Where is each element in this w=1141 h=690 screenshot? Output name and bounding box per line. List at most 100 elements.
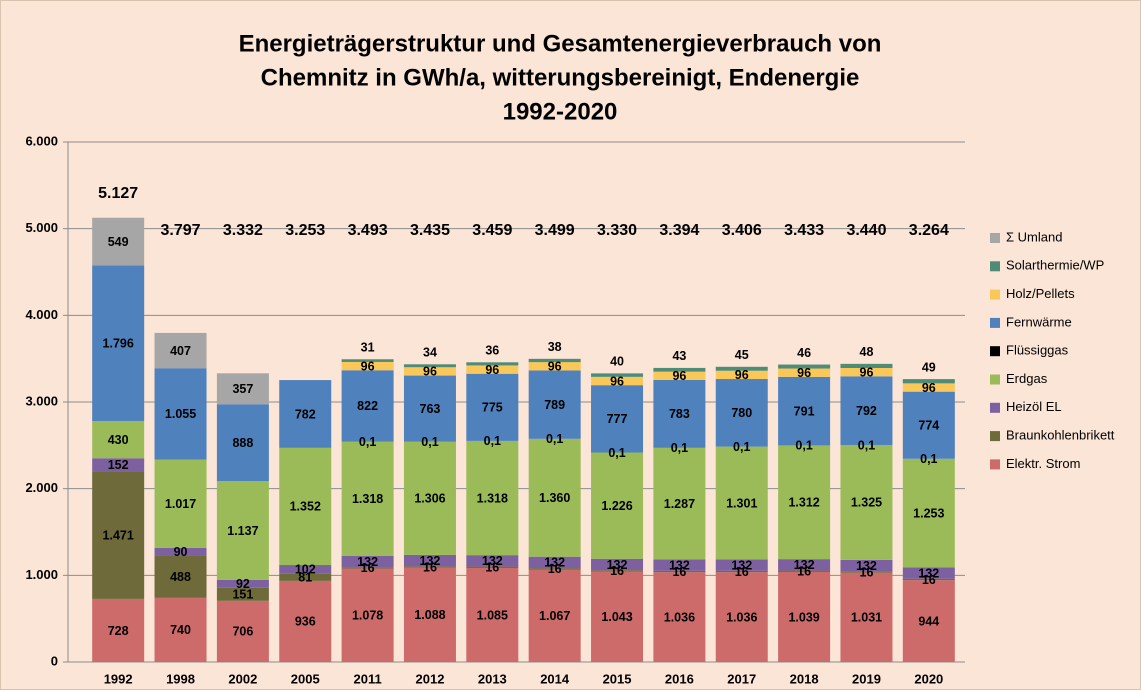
bar-segment [653, 559, 706, 571]
y-tick-label: 5.000 [25, 220, 58, 235]
data-label: 96 [548, 360, 562, 374]
data-label: 1.036 [726, 610, 757, 624]
bar-segment [279, 447, 332, 566]
bar-segment [403, 364, 456, 368]
bar-segment [216, 404, 269, 482]
data-label: 1.226 [601, 499, 632, 513]
data-label: 763 [420, 402, 441, 416]
data-label: 16 [423, 560, 437, 574]
legend-label: Elektr. Strom [1006, 456, 1080, 471]
bar-segment [92, 217, 145, 266]
bar-segment [341, 555, 394, 568]
total-label: 3.459 [472, 222, 512, 239]
bar-segment [341, 441, 394, 556]
data-label: 45 [735, 348, 749, 362]
data-label: 1.301 [726, 496, 757, 510]
data-label: 96 [485, 363, 499, 377]
bar-segment [466, 566, 519, 568]
y-tick-label: 3.000 [25, 393, 58, 408]
data-label: 132 [482, 554, 503, 568]
data-label: 1.312 [788, 496, 819, 510]
legend-label: Σ Umland [1006, 229, 1062, 244]
total-label: 3.435 [410, 222, 450, 239]
data-label: 132 [731, 558, 752, 572]
bar-segment [778, 368, 831, 377]
bar-segment [466, 362, 519, 366]
data-label: 16 [735, 565, 749, 579]
data-label: 96 [922, 381, 936, 395]
data-label: 16 [672, 565, 686, 579]
bar-segment [154, 368, 207, 460]
data-label: 1.318 [352, 492, 383, 506]
data-label: 549 [108, 235, 129, 249]
bar-segment [216, 481, 269, 580]
bar-segment [778, 364, 831, 369]
legend-swatch [990, 289, 1000, 300]
data-label: 16 [548, 562, 562, 576]
bar-segment [216, 579, 269, 588]
data-label: 96 [672, 369, 686, 383]
bar-segment [591, 452, 644, 559]
data-label: 888 [232, 436, 253, 450]
legend-swatch [990, 431, 1000, 442]
bar-segment [715, 446, 768, 560]
data-label: 1.287 [664, 497, 695, 511]
bar-segment [341, 567, 394, 569]
data-label: 0,1 [858, 438, 875, 452]
bar-segment [653, 572, 706, 662]
bar-segment [902, 567, 955, 579]
legend-label: Flüssiggas [1006, 343, 1069, 358]
x-tick-label: 2002 [228, 671, 257, 686]
data-label: 96 [423, 365, 437, 379]
bar-segment [902, 458, 955, 568]
bar-segment [528, 569, 581, 662]
bar-segment [653, 367, 706, 372]
bar-segment [528, 362, 581, 371]
data-label: 132 [794, 558, 815, 572]
bar-segment [92, 265, 145, 421]
data-label: 430 [108, 433, 129, 447]
bar-segment [403, 375, 456, 442]
x-tick-label: 2015 [603, 671, 632, 686]
legend-swatch [990, 233, 1000, 243]
data-label: 1.078 [352, 609, 383, 623]
bar-segment [279, 573, 332, 581]
data-label: 0,1 [359, 435, 376, 449]
legend-swatch [990, 261, 1000, 272]
data-label: 0,1 [484, 434, 501, 448]
total-label: 3.253 [285, 222, 325, 239]
data-label: 789 [544, 398, 565, 412]
bar-segment [653, 570, 706, 573]
bar-segment [715, 572, 768, 662]
bar-segment [715, 570, 768, 573]
bar-segment [92, 420, 145, 459]
bar-segment [341, 361, 394, 371]
y-tick-label: 1.000 [25, 567, 58, 582]
bar-segment [840, 376, 893, 445]
data-label: 0,1 [421, 435, 438, 449]
bar-segment [154, 597, 207, 662]
bar-segment [840, 571, 893, 573]
data-label: 775 [482, 401, 503, 415]
data-label: 407 [170, 344, 191, 358]
bar-segment [778, 445, 831, 560]
total-label: 3.330 [597, 222, 637, 239]
y-tick-label: 2.000 [25, 480, 58, 495]
data-label: 43 [672, 349, 686, 363]
bar-segment [902, 580, 955, 662]
data-label: 936 [295, 615, 316, 629]
total-label: 3.493 [348, 222, 388, 239]
data-label: 16 [485, 561, 499, 575]
data-label: 16 [361, 561, 375, 575]
bar-segment [216, 600, 269, 662]
bar-segment [778, 559, 831, 571]
total-label: 3.797 [161, 222, 201, 239]
bar-segment [591, 376, 644, 386]
chart-title: Energieträgerstruktur und Gesamtenergiev… [239, 30, 882, 57]
data-label: 48 [860, 345, 874, 359]
y-tick-label: 4.000 [25, 307, 58, 322]
data-label: 1.067 [539, 609, 570, 623]
bar-segment [341, 370, 394, 442]
bar-segment [403, 567, 456, 662]
